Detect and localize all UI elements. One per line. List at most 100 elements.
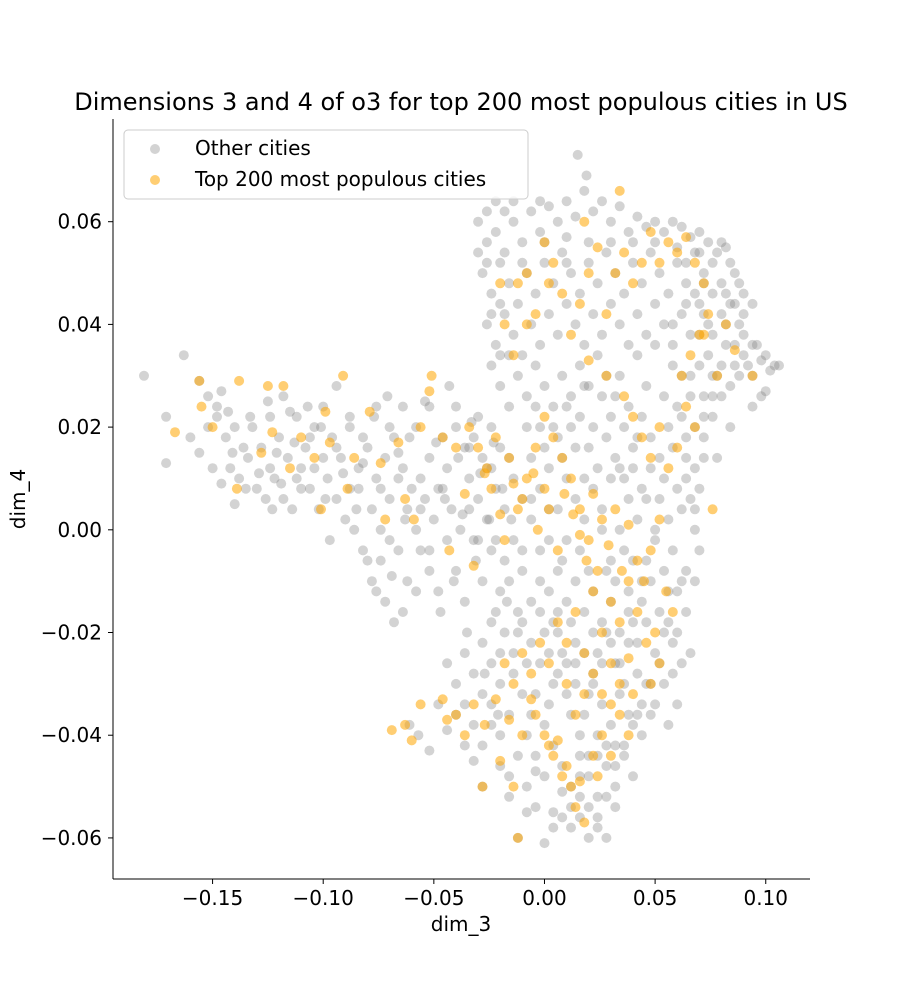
data-point — [619, 740, 630, 751]
data-point — [366, 576, 377, 587]
data-point — [517, 494, 528, 504]
data-point — [605, 411, 616, 422]
data-point — [694, 545, 705, 556]
data-point — [685, 494, 696, 504]
data-point — [285, 463, 295, 474]
data-point — [473, 411, 484, 422]
legend-marker-other — [150, 144, 160, 154]
data-point — [672, 247, 683, 258]
data-point — [574, 504, 585, 515]
data-point — [406, 483, 417, 494]
data-point — [703, 237, 714, 248]
data-point — [716, 278, 727, 289]
data-point — [548, 432, 559, 443]
data-point — [632, 637, 643, 648]
data-point — [371, 473, 382, 484]
data-point — [495, 278, 506, 289]
data-point — [592, 648, 603, 659]
data-point — [681, 607, 692, 617]
data-point — [765, 365, 776, 376]
data-point — [262, 381, 273, 391]
data-point — [512, 298, 523, 309]
data-point — [760, 350, 771, 361]
data-point — [495, 730, 506, 741]
data-point — [490, 535, 501, 546]
data-point — [645, 463, 656, 474]
y-axis-title: dim_4 — [6, 469, 30, 529]
data-point — [459, 596, 470, 607]
data-point — [508, 535, 519, 546]
data-point — [689, 576, 700, 587]
data-point — [548, 257, 559, 268]
data-point — [508, 350, 519, 361]
data-point — [251, 483, 262, 494]
data-point — [645, 545, 656, 556]
data-point — [512, 370, 523, 381]
series-top-200-cities — [170, 185, 758, 843]
data-point — [689, 288, 700, 299]
data-point — [481, 514, 492, 525]
data-point — [543, 740, 554, 751]
data-point — [400, 719, 411, 730]
data-point — [597, 524, 607, 535]
data-point — [628, 617, 638, 628]
data-point — [428, 514, 439, 525]
data-point — [486, 545, 497, 556]
data-point — [455, 524, 466, 535]
data-point — [663, 237, 674, 248]
data-point — [659, 227, 669, 237]
data-point — [623, 653, 634, 664]
data-point — [628, 237, 638, 248]
data-point — [747, 401, 758, 412]
data-point — [605, 237, 616, 248]
data-point — [659, 678, 669, 689]
data-point — [663, 463, 674, 474]
data-point — [561, 298, 572, 309]
data-point — [672, 483, 683, 494]
data-point — [411, 524, 422, 535]
data-point — [681, 565, 692, 576]
data-point — [557, 288, 568, 299]
data-point — [676, 411, 687, 422]
data-point — [504, 714, 515, 725]
data-point — [386, 725, 397, 736]
data-point — [535, 339, 546, 350]
data-point — [579, 709, 590, 720]
data-point — [734, 370, 745, 381]
data-point — [729, 268, 740, 279]
data-point — [309, 463, 320, 474]
data-point — [628, 442, 638, 453]
data-point — [667, 545, 678, 556]
data-point — [579, 339, 590, 350]
data-point — [716, 309, 727, 320]
data-point — [645, 247, 656, 258]
data-point — [517, 237, 528, 248]
data-point — [610, 740, 621, 751]
data-point — [672, 699, 683, 710]
data-point — [632, 514, 643, 525]
data-point — [375, 458, 386, 469]
data-point — [707, 329, 718, 340]
data-point — [254, 468, 264, 479]
data-point — [570, 442, 581, 453]
data-point — [605, 555, 616, 566]
data-point — [459, 648, 470, 659]
data-point — [712, 452, 723, 463]
data-point — [743, 360, 753, 371]
data-point — [291, 473, 302, 484]
data-point — [689, 247, 700, 258]
data-point — [610, 268, 621, 279]
data-point — [216, 386, 227, 397]
data-point — [561, 401, 572, 412]
data-point — [397, 401, 408, 412]
data-point — [486, 309, 497, 320]
data-point — [309, 452, 320, 463]
data-point — [276, 478, 287, 489]
data-point — [139, 370, 149, 381]
data-point — [517, 689, 528, 700]
data-point — [490, 227, 501, 237]
data-point — [353, 463, 364, 474]
data-point — [375, 555, 386, 566]
data-point — [320, 406, 331, 417]
